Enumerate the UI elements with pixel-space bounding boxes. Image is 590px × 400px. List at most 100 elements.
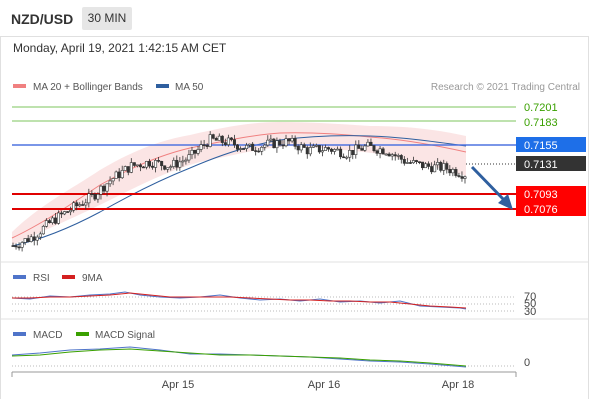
candle-body bbox=[333, 149, 337, 152]
candle-body bbox=[32, 236, 36, 241]
candle-body bbox=[202, 144, 206, 146]
rsi-line bbox=[11, 291, 467, 310]
x-tick-apr18: Apr 18 bbox=[442, 379, 474, 391]
candle-body bbox=[96, 194, 100, 200]
candle-body bbox=[117, 171, 121, 179]
candle-body bbox=[114, 171, 118, 179]
candle-body bbox=[378, 148, 382, 154]
watermark: Research © 2021 Trading Central bbox=[431, 82, 580, 93]
rsi-tick-50: 50 bbox=[524, 298, 536, 310]
candle-body bbox=[35, 236, 39, 241]
legend-9ma-label: 9MA bbox=[82, 273, 103, 284]
bollinger-band bbox=[12, 122, 466, 245]
macd-tick-0: 0 bbox=[524, 357, 530, 369]
candle-body bbox=[90, 193, 94, 196]
candle-body bbox=[330, 148, 334, 152]
price-tag-0.7155 bbox=[516, 137, 586, 152]
candle-body bbox=[339, 148, 343, 158]
candle-body bbox=[108, 180, 112, 185]
candle-body bbox=[78, 204, 82, 207]
candle-body bbox=[417, 161, 421, 163]
legend-macd-label: MACD bbox=[33, 330, 62, 341]
candle-body bbox=[278, 140, 282, 146]
candle-body bbox=[245, 144, 249, 149]
candle-body bbox=[320, 150, 324, 153]
candle-body bbox=[396, 155, 400, 157]
candle-body bbox=[184, 159, 188, 162]
candle-body bbox=[157, 160, 161, 162]
candle-body bbox=[448, 169, 452, 174]
candle-body bbox=[138, 164, 142, 168]
candle-body bbox=[57, 212, 61, 224]
candle-body bbox=[166, 167, 170, 170]
candle-body bbox=[384, 153, 388, 156]
legend-ma50-label: MA 50 bbox=[175, 82, 204, 93]
candle-body bbox=[290, 138, 294, 142]
candle-body bbox=[421, 161, 425, 169]
candlesticks bbox=[11, 131, 467, 252]
candle-body bbox=[363, 145, 367, 151]
candle-body bbox=[323, 147, 327, 151]
legend-swatch-ma50 bbox=[156, 84, 169, 88]
candle-body bbox=[311, 145, 315, 148]
candle-body bbox=[257, 150, 261, 153]
candle-body bbox=[308, 147, 312, 155]
candle-body bbox=[154, 160, 158, 168]
candle-body bbox=[193, 149, 197, 154]
candle-body bbox=[129, 162, 133, 173]
candle-body bbox=[211, 134, 215, 139]
candle-body bbox=[266, 139, 270, 146]
candle-body bbox=[305, 147, 309, 155]
macd-line bbox=[11, 346, 467, 368]
candle-body bbox=[393, 154, 397, 157]
candle-body bbox=[299, 144, 303, 151]
price-tag-0.7076 bbox=[516, 201, 586, 216]
candle-body bbox=[217, 135, 221, 141]
candle-body bbox=[120, 170, 124, 179]
candle-body bbox=[44, 220, 48, 227]
candle-body bbox=[148, 161, 152, 167]
candle-body bbox=[427, 163, 431, 167]
candle-body bbox=[460, 176, 464, 179]
candle-body bbox=[372, 145, 376, 152]
candle-body bbox=[102, 185, 106, 192]
candle-body bbox=[196, 149, 200, 154]
candle-body bbox=[229, 137, 233, 140]
top-bar: NZD/USD 30 MIN bbox=[0, 0, 590, 36]
macd-signal-line bbox=[11, 348, 467, 367]
price-label-0.7155: 0.7155 bbox=[524, 140, 558, 152]
candle-body bbox=[442, 163, 446, 171]
rsi-tick-70: 70 bbox=[524, 291, 536, 303]
candle-body bbox=[17, 246, 21, 249]
forecast-arrow-head bbox=[498, 194, 513, 210]
candle-body bbox=[439, 162, 443, 171]
price-label-0.7201: 0.7201 bbox=[524, 102, 558, 114]
candle-body bbox=[232, 139, 236, 146]
legend-rsi-label: RSI bbox=[33, 273, 50, 284]
candle-body bbox=[430, 166, 434, 173]
candle-body bbox=[451, 169, 455, 174]
candle-body bbox=[205, 144, 209, 147]
candle-body bbox=[457, 175, 461, 177]
candle-body bbox=[26, 238, 30, 242]
x-tick-apr16: Apr 16 bbox=[308, 379, 340, 391]
candle-body bbox=[223, 142, 227, 145]
candle-body bbox=[135, 164, 139, 167]
legend-swatch-ma20 bbox=[13, 84, 26, 88]
price-label-0.7183: 0.7183 bbox=[524, 117, 558, 129]
candle-body bbox=[187, 154, 191, 161]
price-label-0.7093: 0.7093 bbox=[524, 189, 558, 201]
candle-body bbox=[454, 169, 458, 176]
candle-body bbox=[199, 144, 203, 150]
candle-body bbox=[248, 143, 252, 146]
timeframe-button[interactable]: 30 MIN bbox=[82, 7, 132, 30]
candle-body bbox=[111, 178, 115, 182]
candle-body bbox=[69, 209, 73, 213]
candle-body bbox=[463, 176, 467, 179]
candle-body bbox=[132, 162, 136, 166]
candle-body bbox=[11, 245, 15, 247]
candle-body bbox=[375, 150, 379, 154]
legend-swatch-macd bbox=[13, 332, 26, 336]
candle-body bbox=[160, 160, 164, 167]
candle-body bbox=[251, 143, 255, 151]
